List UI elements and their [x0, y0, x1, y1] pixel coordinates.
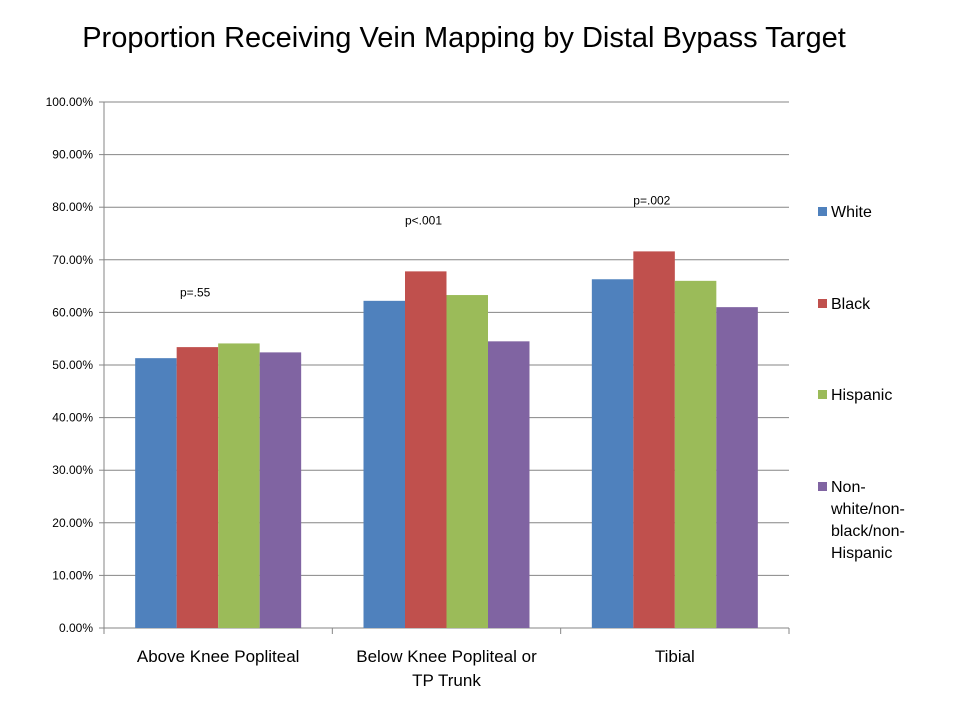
bar — [716, 307, 758, 628]
legend-swatch — [818, 299, 827, 308]
bar — [135, 358, 177, 628]
y-tick-label: 40.00% — [52, 411, 93, 425]
bar — [259, 352, 302, 628]
legend-label: Non-white/non-black/non-Hispanic — [830, 479, 905, 562]
bar — [488, 341, 530, 628]
p-value-annotation: p=.002 — [633, 193, 670, 207]
legend-label: Black — [831, 296, 871, 313]
p-value-annotation: p=.55 — [180, 285, 211, 299]
y-tick-label: 10.00% — [52, 568, 93, 582]
y-tick-label: 80.00% — [52, 200, 93, 214]
bar — [363, 300, 405, 628]
legend-label: Hispanic — [831, 387, 892, 404]
bar — [633, 251, 675, 628]
chart-title: Proportion Receiving Vein Mapping by Dis… — [82, 22, 846, 54]
x-category-label: Below Knee Popliteal or TP Trunk — [356, 647, 537, 690]
y-tick-label: 90.00% — [52, 148, 93, 162]
y-tick-label: 20.00% — [52, 516, 93, 530]
legend-swatch — [818, 207, 827, 216]
legend-swatch — [818, 390, 827, 399]
y-tick-label: 100.00% — [46, 95, 94, 109]
y-tick-label: 70.00% — [52, 253, 93, 267]
legend-swatch — [818, 482, 827, 491]
bar — [674, 280, 717, 628]
bar — [176, 347, 219, 628]
bar — [218, 343, 260, 628]
p-value-annotation: p<.001 — [405, 213, 442, 227]
bar — [446, 295, 488, 628]
x-category-label: Above Knee Popliteal — [137, 647, 300, 666]
y-tick-label: 50.00% — [52, 358, 93, 372]
legend-label: White — [831, 204, 872, 221]
y-tick-label: 0.00% — [59, 621, 93, 635]
x-category-label: Tibial — [655, 647, 695, 666]
bar — [405, 271, 447, 628]
y-tick-label: 30.00% — [52, 463, 93, 477]
bar — [591, 279, 634, 628]
y-tick-label: 60.00% — [52, 305, 93, 319]
